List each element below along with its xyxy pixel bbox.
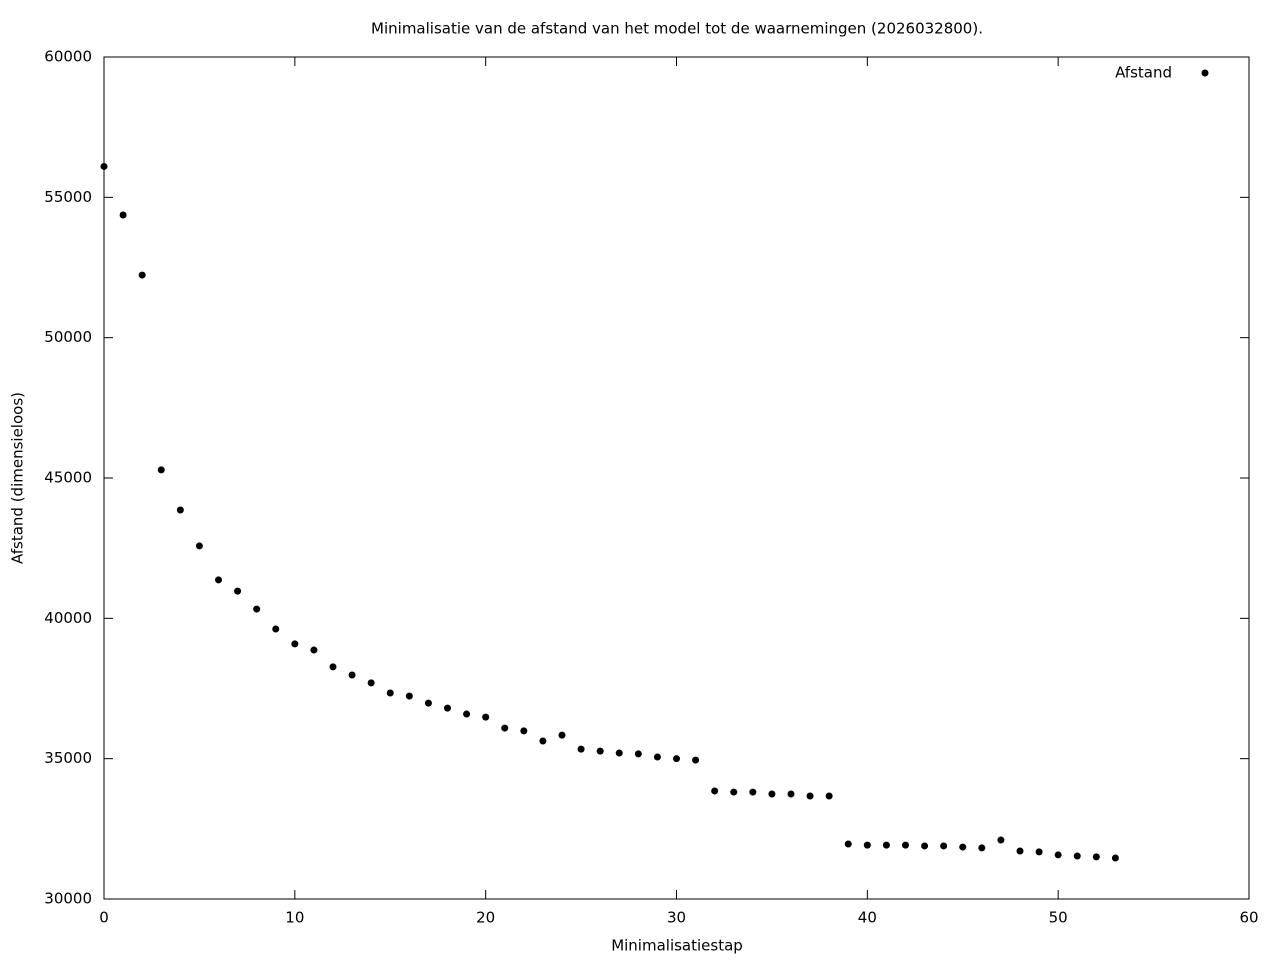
x-tick-label: 50 [1049, 909, 1068, 927]
plot-frame [103, 56, 1250, 900]
point [195, 542, 203, 550]
legend-marker [1201, 69, 1209, 77]
x-tick-label: 30 [667, 909, 686, 927]
point [272, 625, 280, 633]
point [100, 162, 108, 170]
point [558, 731, 566, 739]
y-tick-label: 60000 [44, 48, 92, 66]
point [634, 750, 642, 758]
point [176, 506, 184, 514]
point [692, 756, 700, 764]
y-tick-label: 50000 [44, 328, 92, 346]
point [329, 663, 337, 671]
point [844, 840, 852, 848]
point [615, 749, 623, 757]
x-tick-label: 20 [476, 909, 495, 927]
point [1092, 853, 1100, 861]
point [482, 713, 490, 721]
point [768, 790, 776, 798]
y-tick-label: 40000 [44, 609, 92, 627]
point [386, 689, 394, 697]
point [215, 576, 222, 584]
point [119, 211, 127, 219]
point [539, 737, 547, 745]
point [997, 836, 1005, 844]
point [157, 466, 165, 474]
point [1054, 851, 1062, 859]
point [1035, 848, 1043, 856]
point [902, 841, 909, 849]
x-tick-label: 10 [285, 909, 304, 927]
point [367, 679, 375, 687]
chart-title: Minimalisatie van de afstand van het mod… [371, 20, 983, 38]
point [959, 843, 967, 851]
point [234, 587, 242, 595]
point [138, 271, 146, 279]
legend-label: Afstand [1115, 64, 1172, 82]
point [882, 841, 890, 849]
point [463, 710, 471, 718]
point [921, 842, 929, 850]
point [730, 788, 738, 796]
point [787, 790, 795, 798]
point [253, 605, 261, 613]
point [577, 745, 585, 753]
point [405, 692, 413, 700]
point [978, 844, 986, 852]
y-axis-label: Afstand (dimensieloos) [9, 392, 27, 564]
point [291, 640, 299, 648]
y-tick-label: 35000 [44, 749, 92, 767]
y-tick-label: 45000 [44, 469, 92, 487]
point [596, 747, 604, 755]
point [806, 792, 814, 800]
point [749, 788, 757, 796]
x-axis-label: Minimalisatiestap [611, 937, 743, 955]
point [653, 753, 661, 761]
point [1111, 854, 1119, 862]
point [1073, 852, 1081, 860]
x-tick-label: 60 [1239, 909, 1258, 927]
point [444, 704, 451, 712]
x-tick-label: 40 [858, 909, 877, 927]
point [520, 727, 528, 735]
point [501, 724, 509, 732]
point [825, 792, 833, 800]
point [1016, 847, 1024, 855]
x-tick-label: 0 [99, 909, 109, 927]
point [348, 671, 356, 679]
point [424, 699, 432, 707]
y-tick-label: 30000 [44, 890, 92, 908]
point [673, 755, 680, 763]
point [711, 787, 719, 795]
point [863, 841, 871, 849]
point [310, 646, 318, 654]
point [940, 842, 948, 850]
y-tick-label: 55000 [44, 188, 92, 206]
